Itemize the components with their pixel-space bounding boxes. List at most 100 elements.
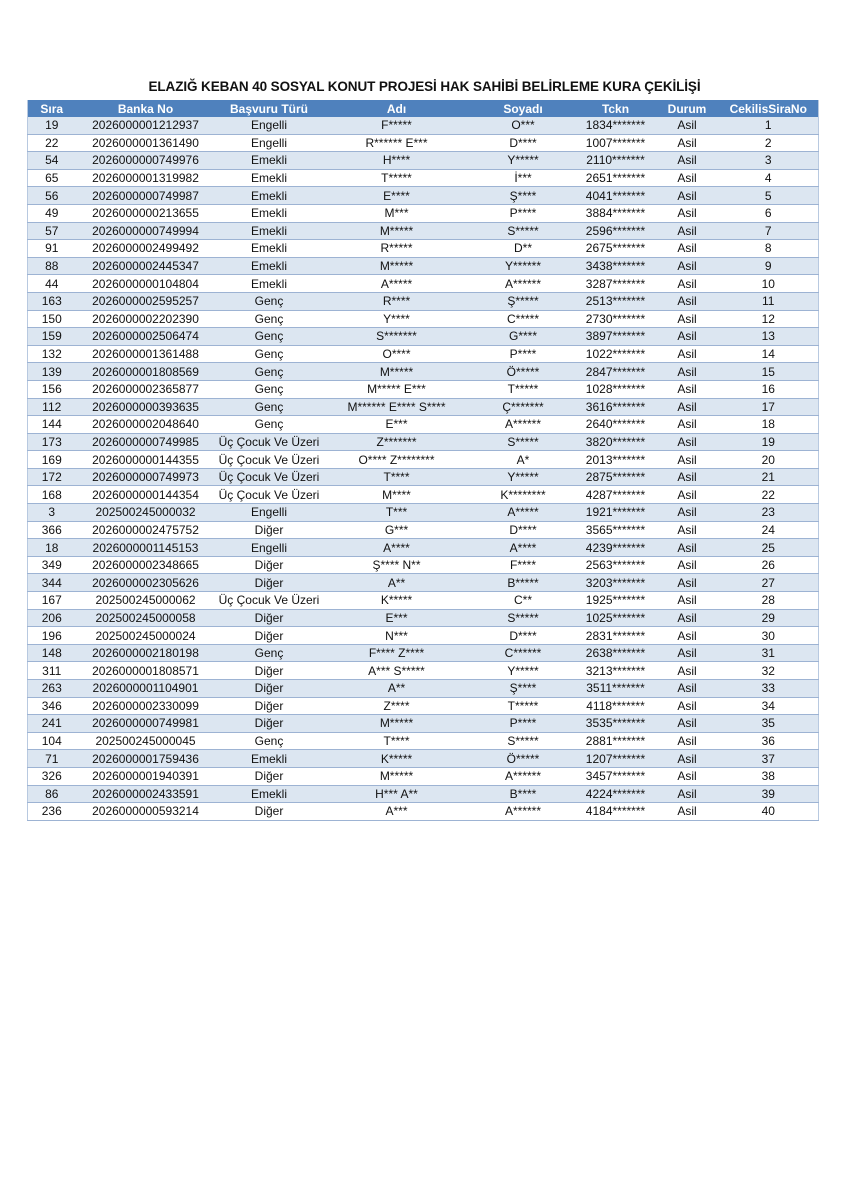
table-row: 3 202500245000032 Engelli T*** A***** 1921***…	[27, 503, 819, 522]
cell-sira: 349	[27, 556, 76, 575]
cell-soyadi: S*****	[470, 433, 576, 452]
cell-soyadi: P****	[470, 345, 576, 364]
cell-basvuru-turu: Engelli	[215, 117, 323, 135]
cell-cekilis-sira-no: 4	[718, 169, 819, 188]
cell-durum: Asil	[655, 450, 719, 469]
cell-adi: T*****	[322, 169, 471, 188]
cell-tckn: 2651*******	[575, 169, 656, 188]
cell-adi: Z*******	[322, 433, 471, 452]
cell-banka-no: 2026000000144354	[75, 485, 216, 505]
table-row: 56 2026000000749987 Emekli E**** Ş**** 4041**…	[27, 186, 819, 205]
cell-soyadi: Ö*****	[470, 362, 576, 381]
cell-sira: 19	[27, 117, 76, 135]
cell-durum: Asil	[655, 117, 719, 135]
cell-sira: 71	[27, 749, 76, 768]
cell-soyadi: A******	[470, 274, 576, 293]
cell-adi: R****** E***	[322, 134, 471, 153]
cell-sira: 86	[27, 785, 76, 804]
cell-sira: 241	[27, 714, 76, 733]
table-row: 104 202500245000045 Genç T**** S***** 2881***…	[27, 732, 819, 751]
cell-cekilis-sira-no: 8	[718, 239, 819, 258]
cell-soyadi: Y*****	[470, 468, 576, 487]
cell-banka-no: 202500245000024	[75, 626, 216, 645]
cell-tckn: 1207*******	[575, 749, 656, 768]
cell-sira: 346	[27, 697, 76, 716]
table-row: 172 2026000000749973 Üç Çocuk Ve Üzeri T***…	[27, 468, 819, 487]
cell-cekilis-sira-no: 34	[718, 697, 819, 716]
cell-sira: 88	[27, 257, 76, 276]
cell-adi: T****	[322, 732, 471, 751]
table-row: 311 2026000001808571 Diğer A*** S***** Y****…	[27, 661, 819, 680]
table-row: 346 2026000002330099 Diğer Z**** T***** 4118*…	[27, 697, 819, 716]
cell-sira: 144	[27, 415, 76, 434]
cell-basvuru-turu: Genç	[215, 345, 323, 364]
cell-tckn: 2638*******	[575, 644, 656, 663]
table-row: 163 2026000002595257 Genç R**** Ş***** 2513**…	[27, 292, 819, 311]
cell-adi: Y****	[322, 310, 471, 329]
cell-banka-no: 202500245000062	[75, 591, 216, 610]
cell-banka-no: 2026000001361488	[75, 345, 216, 364]
cell-durum: Asil	[655, 661, 719, 680]
cell-tckn: 1925*******	[575, 591, 656, 610]
cell-durum: Asil	[655, 310, 719, 329]
cell-durum: Asil	[655, 468, 719, 487]
column-header-durum: Durum	[655, 100, 719, 117]
cell-basvuru-turu: Diğer	[215, 626, 323, 645]
cell-sira: 44	[27, 274, 76, 293]
cell-cekilis-sira-no: 30	[718, 626, 819, 645]
table-header-row: Sıra Banka No Başvuru Türü Adı Soyadı Tc…	[27, 100, 819, 117]
cell-banka-no: 2026000001212937	[75, 117, 216, 135]
cell-basvuru-turu: Üç Çocuk Ve Üzeri	[215, 468, 323, 487]
cell-durum: Asil	[655, 415, 719, 434]
cell-durum: Asil	[655, 521, 719, 540]
cell-tckn: 4118*******	[575, 697, 656, 716]
cell-soyadi: İ***	[470, 169, 576, 188]
cell-basvuru-turu: Emekli	[215, 151, 323, 170]
cell-sira: 167	[27, 591, 76, 610]
cell-soyadi: D****	[470, 626, 576, 645]
cell-basvuru-turu: Emekli	[215, 239, 323, 258]
cell-soyadi: C******	[470, 644, 576, 663]
cell-durum: Asil	[655, 749, 719, 768]
cell-basvuru-turu: Emekli	[215, 169, 323, 188]
cell-durum: Asil	[655, 345, 719, 364]
cell-durum: Asil	[655, 186, 719, 205]
cell-basvuru-turu: Emekli	[215, 257, 323, 276]
cell-soyadi: G****	[470, 327, 576, 346]
cell-adi: M****	[322, 485, 471, 505]
cell-sira: 22	[27, 134, 76, 153]
cell-basvuru-turu: Emekli	[215, 204, 323, 223]
cell-banka-no: 2026000001361490	[75, 134, 216, 153]
cell-adi: R*****	[322, 239, 471, 258]
cell-basvuru-turu: Genç	[215, 327, 323, 346]
cell-cekilis-sira-no: 32	[718, 661, 819, 680]
cell-soyadi: S*****	[470, 732, 576, 751]
table-row: 112 2026000000393635 Genç M****** E**** S**…	[27, 398, 819, 417]
cell-basvuru-turu: Genç	[215, 732, 323, 751]
cell-soyadi: K********	[470, 485, 576, 505]
cell-banka-no: 2026000000749973	[75, 468, 216, 487]
cell-soyadi: A******	[470, 802, 576, 821]
cell-sira: 196	[27, 626, 76, 645]
cell-tckn: 1025*******	[575, 609, 656, 628]
cell-tckn: 3457*******	[575, 767, 656, 786]
cell-soyadi: T*****	[470, 380, 576, 399]
table-row: 156 2026000002365877 Genç M***** E*** T*****…	[27, 380, 819, 399]
cell-basvuru-turu: Genç	[215, 415, 323, 434]
cell-soyadi: Ö*****	[470, 749, 576, 768]
cell-tckn: 1007*******	[575, 134, 656, 153]
table-row: 167 202500245000062 Üç Çocuk Ve Üzeri K****…	[27, 591, 819, 610]
cell-sira: 263	[27, 679, 76, 698]
cell-banka-no: 2026000001808569	[75, 362, 216, 381]
cell-soyadi: S*****	[470, 222, 576, 241]
cell-durum: Asil	[655, 485, 719, 505]
cell-basvuru-turu: Genç	[215, 292, 323, 311]
cell-basvuru-turu: Diğer	[215, 679, 323, 698]
table-row: 18 2026000001145153 Engelli A**** A**** 4239*…	[27, 538, 819, 557]
cell-basvuru-turu: Engelli	[215, 134, 323, 153]
cell-durum: Asil	[655, 644, 719, 663]
cell-tckn: 1834*******	[575, 117, 656, 135]
cell-sira: 54	[27, 151, 76, 170]
table-row: 344 2026000002305626 Diğer A** B***** 3203***…	[27, 573, 819, 593]
cell-tckn: 2675*******	[575, 239, 656, 258]
